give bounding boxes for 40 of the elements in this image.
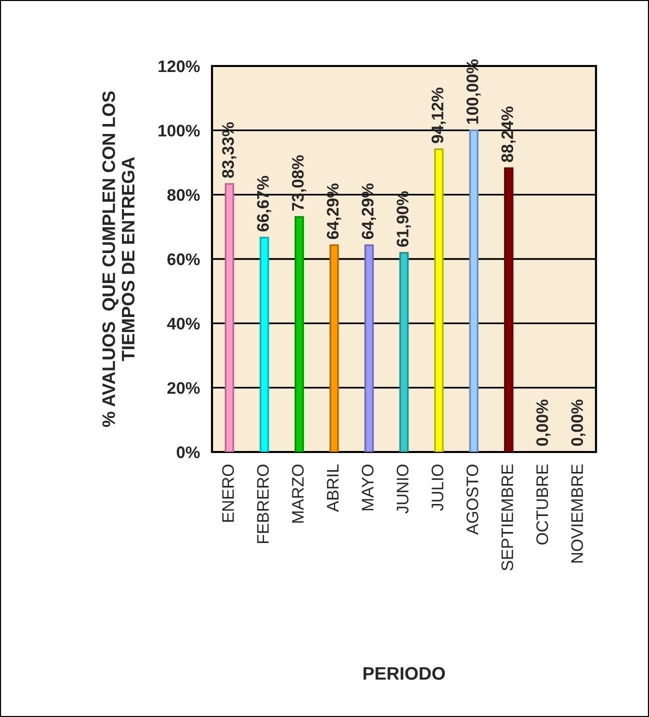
x-tick-label: OCTUBRE — [536, 464, 548, 545]
bar — [294, 216, 304, 452]
data-label: 64,29% — [326, 184, 342, 240]
data-label: 61,90% — [396, 191, 411, 247]
x-tick-label: ABRIL — [327, 464, 338, 512]
y-tick-label: 20% — [167, 382, 200, 394]
x-tick-label: AGOSTO — [466, 464, 478, 535]
data-label: 94,12% — [432, 88, 446, 144]
data-label: 100,00% — [466, 59, 481, 124]
y-tick-label: 100% — [158, 124, 200, 137]
x-tick-label: FEBRERO — [257, 464, 269, 544]
x-tick-label: JULIO — [432, 464, 444, 511]
text: PERIODO — [364, 667, 445, 680]
bar — [469, 130, 478, 452]
y-tick-label: 60% — [167, 253, 200, 266]
bar — [364, 244, 374, 452]
x-tick-label: SEPTIEMBRE — [501, 464, 514, 570]
bar — [504, 167, 514, 452]
bar — [260, 236, 270, 452]
y-tick-label: 80% — [167, 189, 200, 201]
x-tick-label: JUNIO — [396, 464, 408, 514]
data-label: 73,08% — [292, 155, 306, 211]
bar — [434, 148, 444, 452]
bar — [330, 244, 339, 452]
data-label: 64,29% — [362, 184, 376, 240]
data-label: 88,24% — [501, 106, 516, 162]
x-tick-label: MARZO — [292, 464, 304, 523]
y-tick-label: 40% — [167, 318, 200, 330]
x-tick-label: NOVIEMBRE — [571, 464, 584, 562]
y-axis-title: % AVALUOS QUE CUMPLEN CON LOS TIEMPOS DE ENTREGA — [102, 91, 135, 427]
bar — [399, 252, 409, 452]
x-tick-label: ENERO — [222, 464, 234, 522]
data-label: 83,33% — [222, 122, 236, 178]
x-tick-label: MAYO — [362, 464, 374, 510]
data-label: 0,00% — [571, 400, 586, 446]
y-tick-label: 120% — [158, 60, 200, 72]
data-label: 66,67% — [257, 176, 272, 232]
bar — [224, 183, 234, 452]
data-label: 0,00% — [536, 400, 551, 446]
y-tick-label: 0% — [176, 446, 200, 458]
